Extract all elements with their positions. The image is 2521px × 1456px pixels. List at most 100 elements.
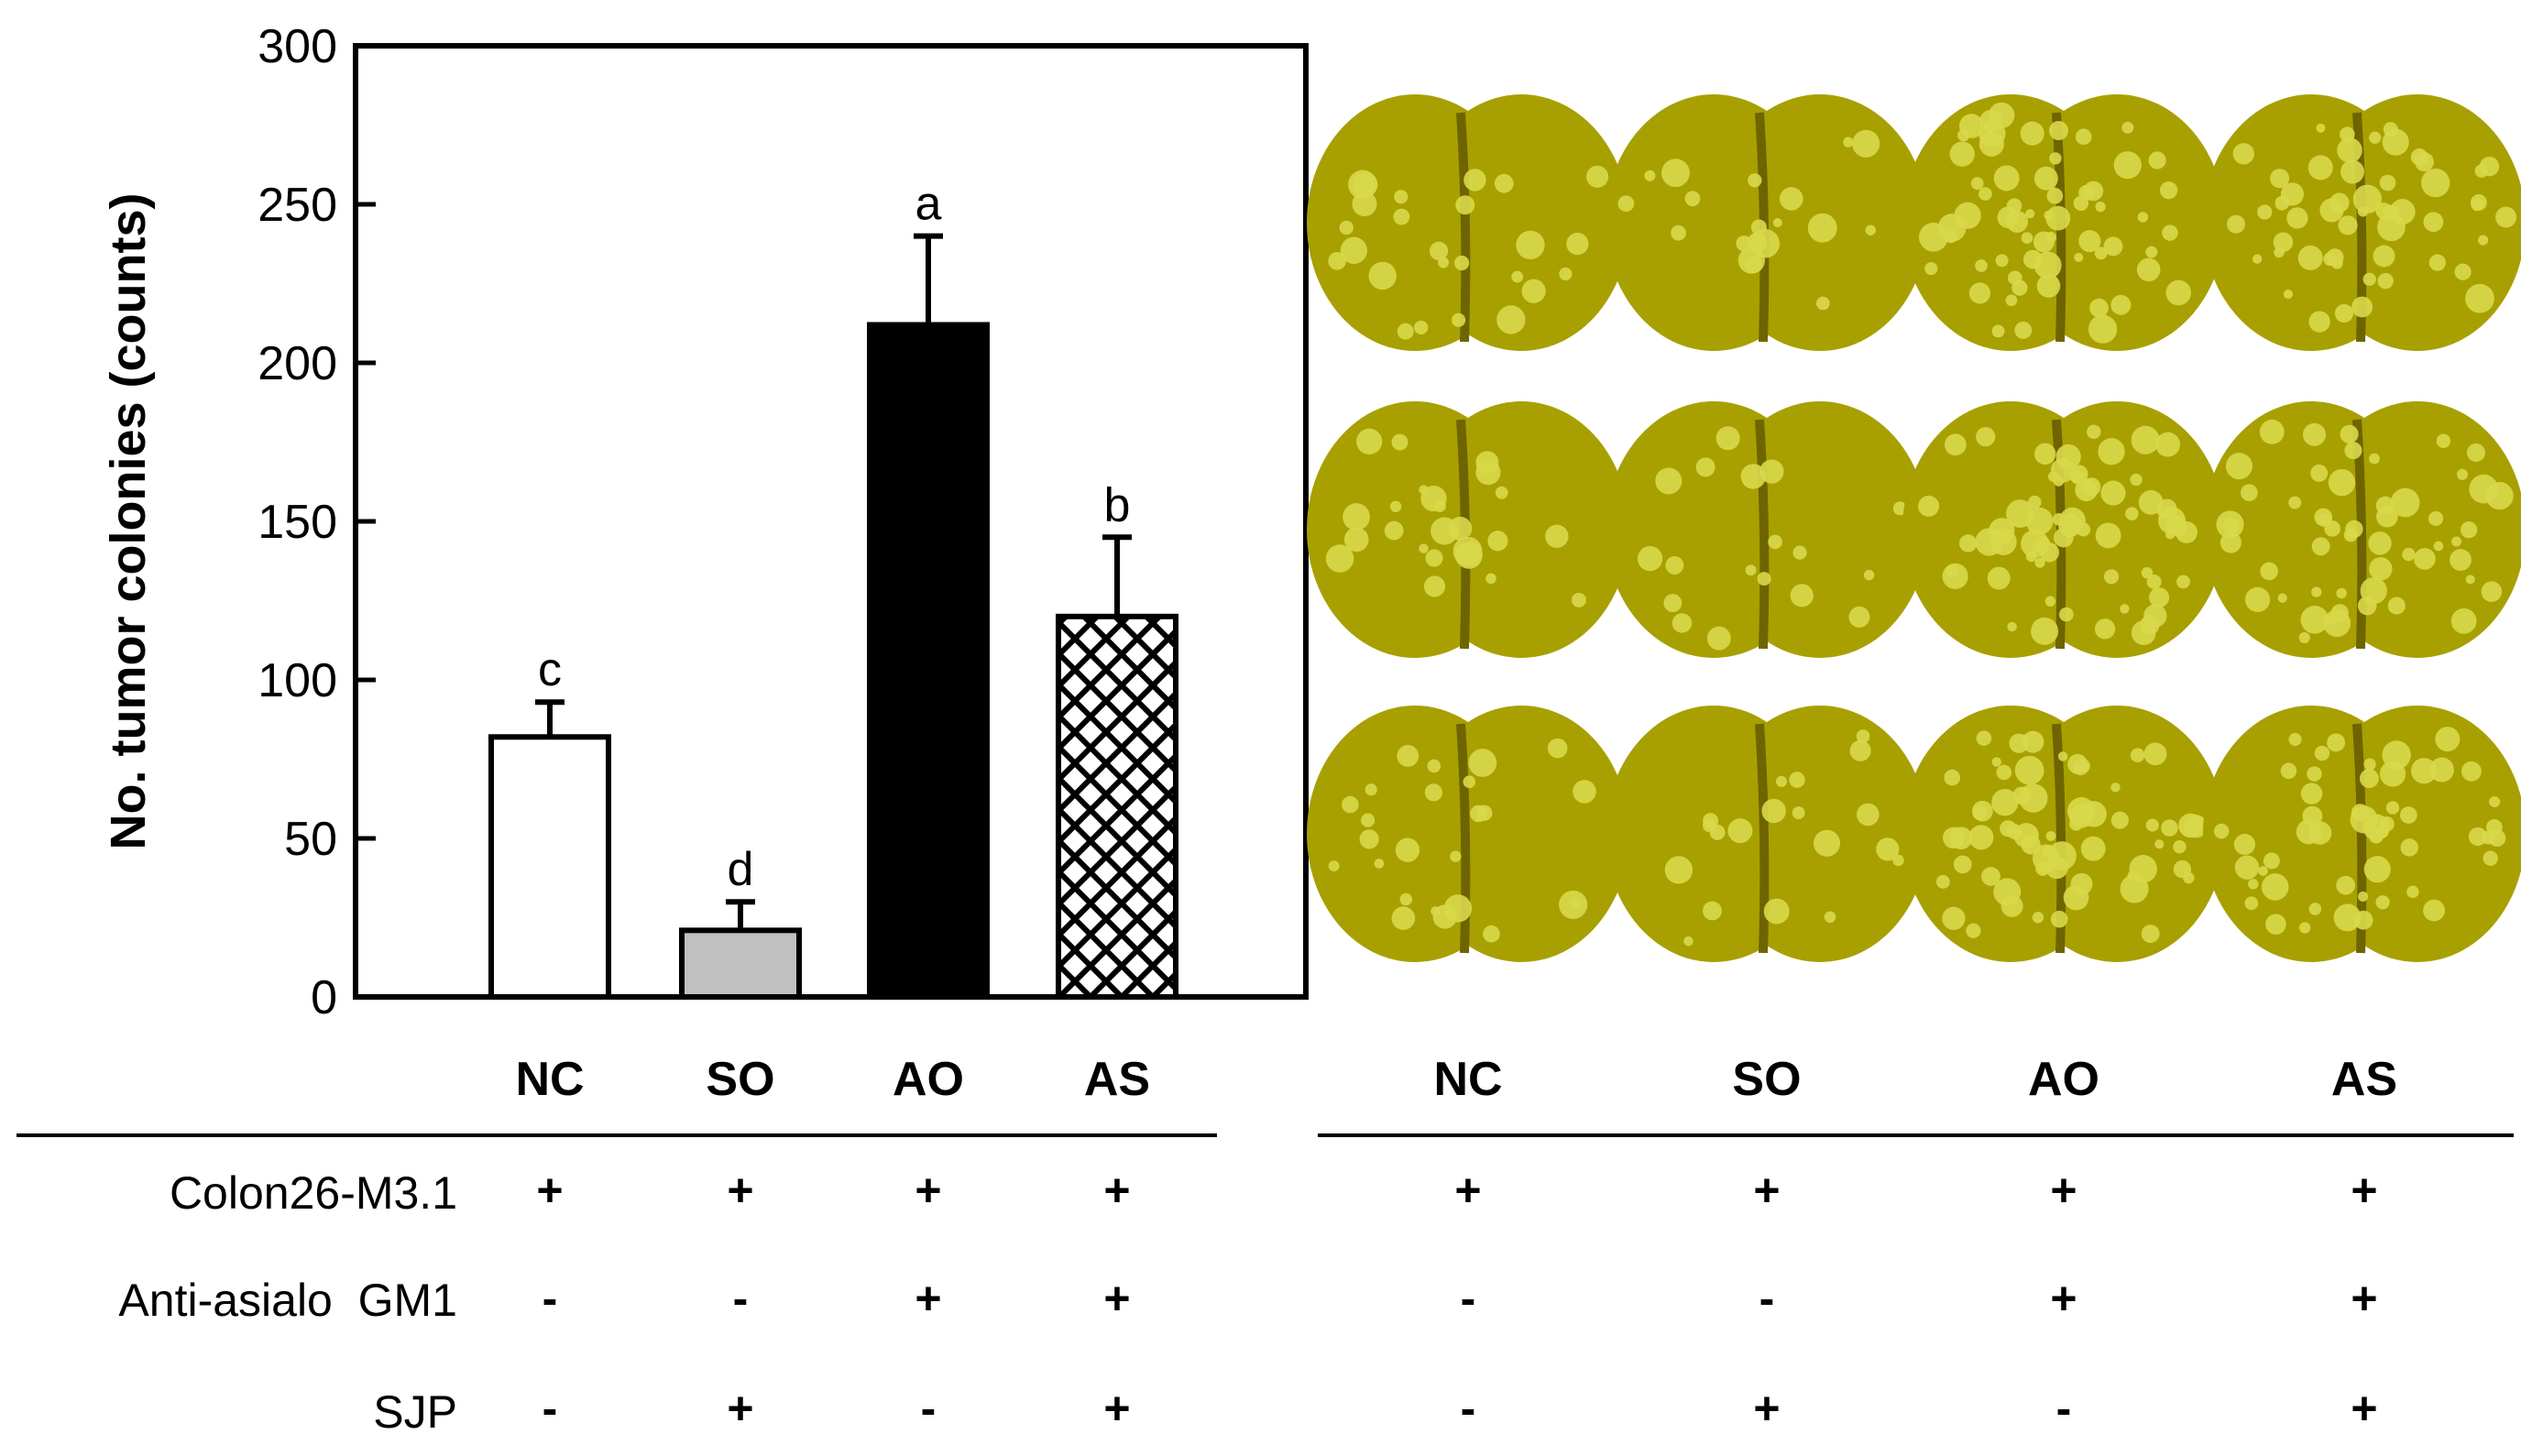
tumor-nodule <box>2014 321 2033 339</box>
tumor-nodule <box>1559 890 1588 920</box>
tumor-nodule <box>2433 541 2444 552</box>
group-label-as-right: AS <box>2330 1053 2398 1106</box>
tumor-nodule <box>2173 840 2187 854</box>
tumor-nodule <box>1463 775 1476 789</box>
lung-midline <box>1755 419 1770 650</box>
tumor-nodule <box>1715 426 1740 451</box>
row-label-antibody: Anti-asialo GM1 <box>118 1275 457 1326</box>
tumor-nodule <box>1397 745 1419 767</box>
tumor-nodule <box>2162 224 2178 241</box>
tumor-nodule <box>2257 204 2273 220</box>
tumor-nodule <box>2300 783 2323 805</box>
tumor-nodule <box>1856 729 1870 743</box>
tumor-nodule <box>2483 850 2498 866</box>
group-label-ao-left: AO <box>893 1053 964 1106</box>
lung-photo-as-1 <box>2203 94 2521 351</box>
tumor-nodule <box>2402 547 2416 562</box>
bar-chart: 0 50 100 150 200 250 300 No. tumor colonies (co… <box>101 20 1309 1024</box>
group-label-so-right: SO <box>1732 1053 1802 1106</box>
tumor-nodule <box>2069 817 2083 831</box>
cell: - <box>2055 1383 2072 1434</box>
tumor-nodule <box>2095 522 2121 549</box>
lung-midline <box>1456 723 1471 954</box>
tumor-nodule <box>2435 727 2461 752</box>
tumor-nodule <box>2328 468 2356 497</box>
tumor-nodule <box>1340 236 1367 264</box>
tumor-nodule <box>1573 780 1596 804</box>
tumor-nodule <box>2034 557 2045 568</box>
tumor-nodule <box>2047 471 2059 482</box>
tumor-nodule <box>1395 837 1420 862</box>
tumor-nodule <box>2087 424 2101 439</box>
tumor-nodule <box>2052 513 2066 526</box>
tumor-nodule <box>1815 296 1830 311</box>
y-tick-label: 50 <box>284 813 337 866</box>
tumor-nodule <box>2110 294 2132 315</box>
tumor-nodule <box>2327 615 2338 626</box>
tumor-nodule <box>1744 255 1763 273</box>
cell: + <box>1753 1165 1781 1216</box>
tumor-nodule <box>2337 137 2362 163</box>
tumor-nodule <box>1813 829 1841 857</box>
tumor-nodule <box>2033 166 2058 191</box>
tumor-nodule <box>1989 518 2015 544</box>
tumor-nodule <box>1391 906 1416 930</box>
tumor-nodule <box>2423 899 2445 922</box>
tumor-nodule <box>1918 222 1948 252</box>
tumor-nodule <box>2379 761 2406 787</box>
tumor-nodule <box>2456 468 2469 480</box>
tumor-nodule <box>2358 891 2369 902</box>
tumor-nodule <box>1328 252 1346 270</box>
tumor-nodule <box>2045 831 2056 841</box>
significance-letter: d <box>728 843 754 896</box>
tumor-nodule <box>1397 323 1414 340</box>
cell: + <box>915 1165 942 1216</box>
tumor-nodule <box>1935 874 1950 889</box>
tumor-nodule <box>2184 815 2208 838</box>
tumor-nodule <box>2340 424 2359 443</box>
tumor-nodule <box>1452 312 1466 327</box>
tumor-nodule <box>2012 786 2032 805</box>
tumor-nodule <box>1993 165 2020 192</box>
tumor-nodule <box>1987 566 2011 590</box>
tumor-nodule <box>1399 892 1413 906</box>
tumor-nodule <box>1944 769 1961 786</box>
cell: + <box>727 1383 754 1434</box>
tumor-nodule <box>1892 501 1907 516</box>
tumor-nodule <box>1683 936 1693 947</box>
tumor-nodule <box>2334 303 2354 323</box>
tumor-nodule <box>1848 606 1870 628</box>
tumor-nodule <box>2265 914 2286 936</box>
tumor-nodule <box>2044 210 2054 221</box>
tumor-nodule <box>2033 251 2062 279</box>
tumor-nodule <box>2021 835 2041 855</box>
cell: + <box>1454 1165 1482 1216</box>
tumor-nodule <box>2406 885 2419 898</box>
tumor-nodule <box>1924 262 1938 276</box>
tumor-nodule <box>2007 824 2022 840</box>
tumor-nodule <box>2369 453 2380 465</box>
tumor-nodule <box>2450 608 2477 634</box>
tumor-nodule <box>2387 597 2406 615</box>
tumor-nodule <box>1483 925 1500 943</box>
tumor-nodule <box>1487 531 1508 552</box>
cell: + <box>1753 1383 1781 1434</box>
tumor-nodule <box>2011 279 2028 296</box>
tumor-nodule <box>1865 224 1876 235</box>
tumor-nodule <box>1476 805 1493 821</box>
y-tick-label: 300 <box>258 20 337 73</box>
tumor-nodule <box>1757 572 1771 586</box>
tumor-nodule <box>1566 232 1589 256</box>
tumor-nodule <box>2478 235 2489 246</box>
tumor-nodule <box>1414 320 1429 335</box>
y-tick-label: 150 <box>258 496 337 549</box>
tumor-nodule <box>2244 896 2259 911</box>
tumor-nodule <box>1849 739 1871 761</box>
tumor-nodule <box>2340 126 2355 143</box>
lung-photo-ao-2 <box>1902 401 2225 658</box>
tumor-nodule <box>2428 510 2444 527</box>
tumor-nodule <box>1789 772 1805 788</box>
cell: - <box>920 1383 937 1434</box>
cell: - <box>1460 1383 1476 1434</box>
tumor-nodule <box>1454 255 1470 271</box>
